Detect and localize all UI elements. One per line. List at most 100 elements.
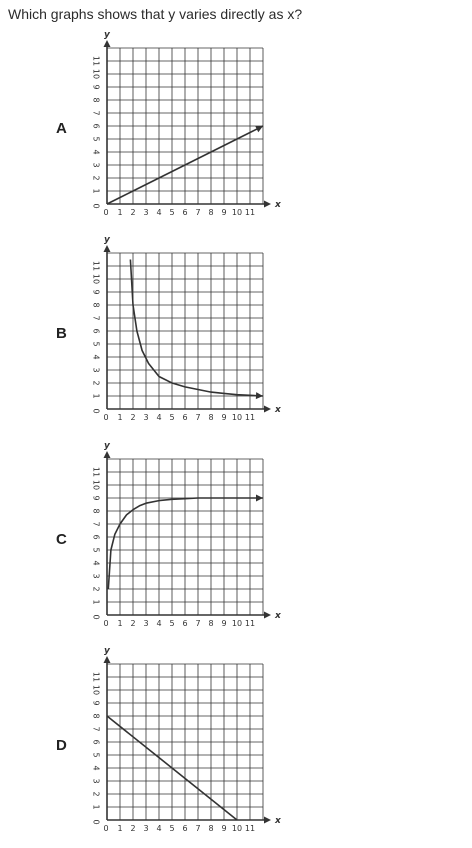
- y-tick-label: 8: [92, 97, 101, 102]
- x-axis-arrow: [264, 405, 271, 413]
- y-axis-label: y: [104, 30, 111, 40]
- x-tick-label: 5: [169, 208, 174, 217]
- x-tick-label: 2: [130, 208, 135, 217]
- x-tick-label: 4: [156, 413, 161, 422]
- y-tick-label: 6: [92, 739, 101, 744]
- y-tick-label: 3: [92, 367, 101, 372]
- x-tick-label: 9: [221, 208, 226, 217]
- x-tick-label: 3: [143, 619, 148, 628]
- y-tick-label: 0: [92, 408, 101, 413]
- x-tick-label: 8: [208, 824, 213, 833]
- x-tick-label: 2: [130, 824, 135, 833]
- y-axis-arrow: [103, 656, 111, 663]
- x-tick-label: 5: [169, 619, 174, 628]
- x-tick-label: 6: [182, 824, 187, 833]
- y-tick-label: 5: [92, 547, 101, 552]
- y-tick-label: 10: [92, 69, 101, 79]
- y-axis-arrow: [103, 245, 111, 252]
- option-label-c[interactable]: C: [56, 531, 67, 548]
- y-tick-label: 8: [92, 508, 101, 513]
- x-tick-label: 6: [182, 413, 187, 422]
- y-tick-label: 7: [92, 521, 101, 526]
- y-axis-label: y: [104, 441, 111, 451]
- y-tick-label: 0: [92, 614, 101, 619]
- series-line: [107, 497, 263, 590]
- x-tick-label: 4: [156, 208, 161, 217]
- option-label-d[interactable]: D: [56, 737, 67, 754]
- x-tick-label: 4: [156, 619, 161, 628]
- x-tick-label: 6: [182, 208, 187, 217]
- x-axis-label: x: [274, 611, 282, 621]
- x-tick-label: 6: [182, 619, 187, 628]
- x-tick-label: 8: [208, 413, 213, 422]
- x-tick-label: 0: [103, 208, 108, 217]
- x-tick-label: 3: [143, 208, 148, 217]
- y-tick-label: 11: [92, 672, 101, 682]
- y-tick-label: 11: [92, 56, 101, 66]
- y-tick-label: 11: [92, 467, 101, 477]
- x-tick-label: 1: [117, 619, 122, 628]
- x-tick-label: 11: [245, 208, 255, 217]
- y-tick-label: 4: [92, 354, 101, 359]
- x-tick-label: 11: [245, 413, 255, 422]
- x-tick-label: 0: [103, 413, 108, 422]
- option-label-a[interactable]: A: [56, 120, 67, 137]
- x-tick-label: 1: [117, 824, 122, 833]
- x-tick-label: 3: [143, 824, 148, 833]
- y-tick-label: 1: [92, 393, 101, 398]
- x-axis-arrow: [264, 816, 271, 824]
- y-tick-label: 5: [92, 341, 101, 346]
- y-axis-arrow: [103, 451, 111, 458]
- y-axis-label: y: [104, 235, 111, 245]
- y-tick-label: 4: [92, 560, 101, 565]
- x-axis-label: x: [274, 200, 282, 210]
- x-tick-label: 2: [130, 413, 135, 422]
- y-tick-label: 0: [92, 203, 101, 208]
- x-tick-label: 0: [103, 824, 108, 833]
- x-tick-label: 7: [195, 208, 200, 217]
- y-tick-label: 7: [92, 110, 101, 115]
- x-tick-label: 11: [245, 824, 255, 833]
- x-tick-label: 1: [117, 413, 122, 422]
- y-axis-arrow: [103, 40, 111, 47]
- y-tick-label: 7: [92, 726, 101, 731]
- x-tick-label: 9: [221, 619, 226, 628]
- y-tick-label: 3: [92, 573, 101, 578]
- y-tick-label: 6: [92, 534, 101, 539]
- x-tick-label: 5: [169, 413, 174, 422]
- y-tick-label: 2: [92, 175, 101, 180]
- option-label-b[interactable]: B: [56, 325, 67, 342]
- question-text: Which graphs shows that y varies directl…: [8, 6, 303, 22]
- y-tick-label: 9: [92, 495, 101, 500]
- x-tick-label: 4: [156, 824, 161, 833]
- x-tick-label: 10: [232, 619, 242, 628]
- x-tick-label: 2: [130, 619, 135, 628]
- y-tick-label: 9: [92, 700, 101, 705]
- y-tick-label: 9: [92, 84, 101, 89]
- series-line: [129, 259, 264, 397]
- y-axis-label: y: [104, 646, 111, 656]
- y-tick-label: 3: [92, 778, 101, 783]
- x-axis-label: x: [274, 816, 282, 826]
- y-tick-label: 2: [92, 586, 101, 591]
- x-tick-label: 7: [195, 413, 200, 422]
- x-tick-label: 3: [143, 413, 148, 422]
- y-tick-label: 6: [92, 328, 101, 333]
- series-arrow: [256, 494, 263, 502]
- y-tick-label: 10: [92, 685, 101, 695]
- x-tick-label: 1: [117, 208, 122, 217]
- y-tick-label: 11: [92, 261, 101, 271]
- y-tick-label: 2: [92, 791, 101, 796]
- x-tick-label: 7: [195, 824, 200, 833]
- y-tick-label: 8: [92, 302, 101, 307]
- x-tick-label: 9: [221, 824, 226, 833]
- x-tick-label: 7: [195, 619, 200, 628]
- x-tick-label: 8: [208, 619, 213, 628]
- y-tick-label: 0: [92, 819, 101, 824]
- y-tick-label: 7: [92, 315, 101, 320]
- x-tick-label: 10: [232, 413, 242, 422]
